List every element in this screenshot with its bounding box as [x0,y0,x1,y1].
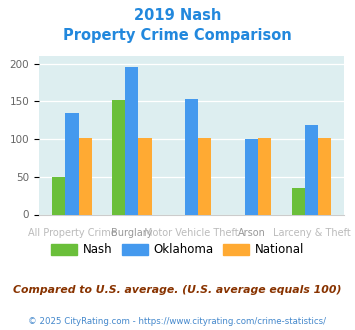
Bar [112,100,125,214]
Text: Burglary: Burglary [111,228,153,238]
Bar [52,177,65,215]
Text: Compared to U.S. average. (U.S. average equals 100): Compared to U.S. average. (U.S. average … [13,285,342,295]
Bar [245,139,258,214]
Bar [292,188,305,215]
Bar [125,67,138,214]
Bar [198,138,212,214]
Bar [65,113,78,214]
Text: All Property Crime: All Property Crime [28,228,116,238]
Text: © 2025 CityRating.com - https://www.cityrating.com/crime-statistics/: © 2025 CityRating.com - https://www.city… [28,317,327,326]
Legend: Nash, Oklahoma, National: Nash, Oklahoma, National [46,239,309,261]
Text: Arson: Arson [237,228,266,238]
Text: Larceny & Theft: Larceny & Theft [273,228,350,238]
Bar [78,138,92,214]
Text: Property Crime Comparison: Property Crime Comparison [63,28,292,43]
Bar [318,138,331,214]
Bar [305,125,318,214]
Text: 2019 Nash: 2019 Nash [134,8,221,23]
Bar [258,138,271,214]
Bar [185,99,198,214]
Text: Motor Vehicle Theft: Motor Vehicle Theft [144,228,239,238]
Bar [138,138,152,214]
